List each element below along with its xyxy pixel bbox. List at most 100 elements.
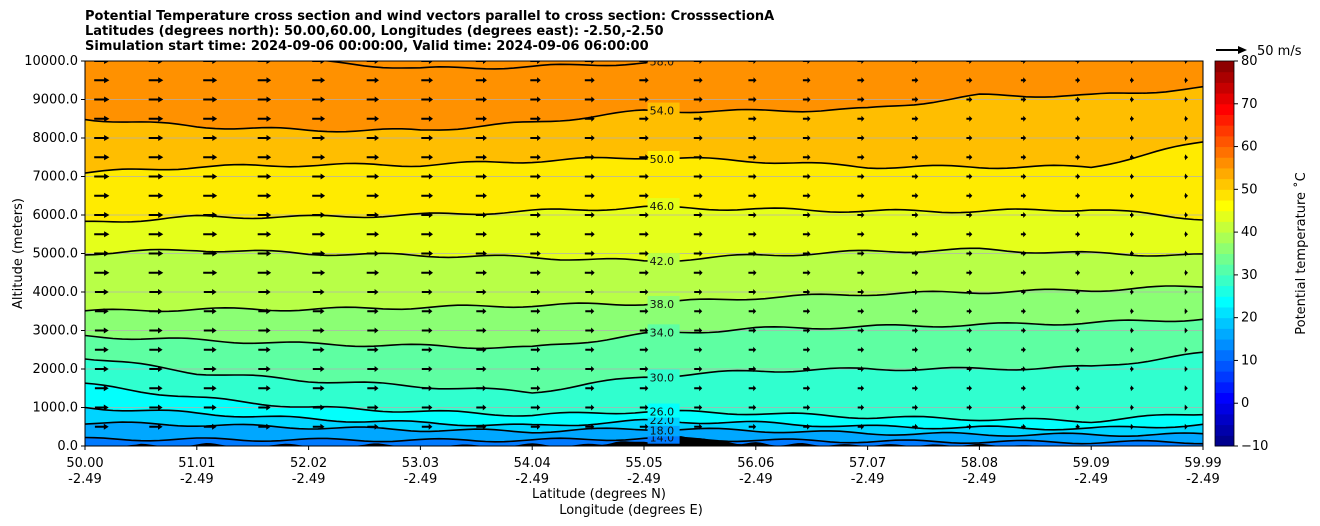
- wind-vector: [421, 192, 433, 199]
- contour-line-18: [85, 421, 1203, 437]
- wind-vector: [476, 366, 487, 372]
- x-tick-label-lat-3: 53.03: [402, 456, 439, 471]
- wind-vector: [149, 289, 163, 295]
- wind-vector: [149, 385, 163, 392]
- wind-vector: [803, 385, 811, 392]
- wind-vector: [421, 250, 433, 257]
- wind-vector: [421, 385, 433, 392]
- x-axis-label-lat: Latitude (degrees N): [532, 487, 666, 502]
- wind-vector: [530, 77, 541, 84]
- contour-label-bg-26: [647, 403, 680, 418]
- wind-vector: [421, 115, 433, 122]
- wind-vector: [476, 346, 487, 353]
- wind-vector: [94, 154, 110, 161]
- wind-vector: [530, 385, 541, 392]
- wind-vector: [1020, 96, 1027, 103]
- wind-vector: [1184, 154, 1188, 161]
- wind-vector: [748, 231, 757, 238]
- wind-vector: [585, 366, 595, 372]
- wind-vector: [802, 135, 811, 141]
- wind-vector: [530, 231, 541, 238]
- wind-vector: [1075, 212, 1081, 218]
- wind-vector: [1130, 289, 1134, 295]
- wind-vector: [421, 308, 433, 315]
- chart-title-line-1: Potential Temperature cross section and …: [85, 9, 775, 24]
- wind-vector: [639, 61, 649, 64]
- colorbar-segment: [1215, 360, 1234, 372]
- wind-vector: [94, 96, 110, 103]
- wind-vector: [966, 404, 972, 411]
- wind-vector: [312, 404, 325, 411]
- wind-vector: [911, 269, 919, 276]
- wind-vector: [639, 192, 649, 199]
- wind-vector: [1130, 250, 1134, 257]
- wind-vector: [312, 154, 326, 161]
- wind-vector: [639, 231, 649, 238]
- wind-vector: [421, 269, 433, 276]
- wind-vector: [94, 192, 110, 199]
- wind-vector: [1021, 308, 1026, 315]
- wind-vector: [1130, 115, 1134, 122]
- wind-vector: [475, 61, 487, 64]
- contour-line-50: [85, 141, 1203, 174]
- wind-vector: [1020, 269, 1027, 276]
- wind-vector: [966, 212, 973, 218]
- wind-vector: [1020, 61, 1027, 64]
- wind-vector: [1021, 404, 1026, 411]
- wind-vector: [258, 289, 271, 295]
- wind-vector: [857, 327, 865, 334]
- wind-vector: [966, 385, 972, 392]
- wind-vector: [1075, 173, 1081, 180]
- wind-vector: [148, 231, 164, 238]
- wind-vector: [94, 385, 109, 392]
- wind-vector: [966, 366, 972, 372]
- wind-vector: [421, 154, 433, 161]
- wind-vector: [203, 61, 218, 64]
- colorbar-segment: [1215, 135, 1234, 148]
- wind-vector: [421, 327, 433, 334]
- wind-vector: [366, 173, 379, 180]
- wind-vector: [257, 269, 272, 276]
- colorbar-segment: [1215, 392, 1234, 404]
- wind-vector: [966, 154, 973, 161]
- wind-vector: [857, 212, 865, 218]
- wind-vector: [1184, 423, 1188, 430]
- wind-vector: [1075, 269, 1081, 276]
- wind-vector: [911, 77, 919, 84]
- wind-vector: [966, 346, 972, 353]
- wind-vector: [912, 404, 918, 411]
- wind-vector: [203, 404, 217, 411]
- wind-vector: [257, 173, 272, 180]
- wind-vector: [312, 366, 325, 372]
- colorbar-segment: [1215, 274, 1234, 287]
- wind-vector: [203, 308, 217, 315]
- wind-vector: [312, 289, 325, 295]
- wind-vector: [857, 135, 865, 141]
- wind-vector: [530, 346, 541, 353]
- colorbar-segment: [1215, 221, 1234, 233]
- wind-vector: [1021, 366, 1026, 372]
- wind-vector: [148, 77, 164, 84]
- wind-vector: [366, 250, 379, 257]
- colorbar-tick-label-6: 50: [1241, 182, 1258, 197]
- wind-vector: [94, 115, 110, 122]
- wind-vector: [475, 173, 487, 180]
- colorbar-tick-label-8: 70: [1241, 97, 1258, 112]
- colorbar-segment: [1215, 306, 1234, 319]
- wind-vector: [530, 135, 541, 141]
- wind-vector: [693, 115, 703, 122]
- wind-vector: [639, 308, 649, 315]
- wind-vector: [694, 385, 703, 392]
- colorbar-segment: [1215, 178, 1234, 190]
- wind-vector: [1075, 61, 1081, 64]
- wind-vector: [693, 96, 703, 103]
- wind-vector: [639, 250, 649, 257]
- y-tick-label-2: 2000.0: [33, 362, 79, 377]
- fill-band-below-14: [85, 437, 1203, 446]
- wind-vector: [203, 423, 217, 430]
- wind-vector: [312, 423, 325, 430]
- wind-vector: [475, 135, 487, 141]
- quiver-key-label: 50 m/s: [1257, 44, 1302, 59]
- wind-vector: [1184, 61, 1188, 64]
- wind-vector: [584, 269, 595, 276]
